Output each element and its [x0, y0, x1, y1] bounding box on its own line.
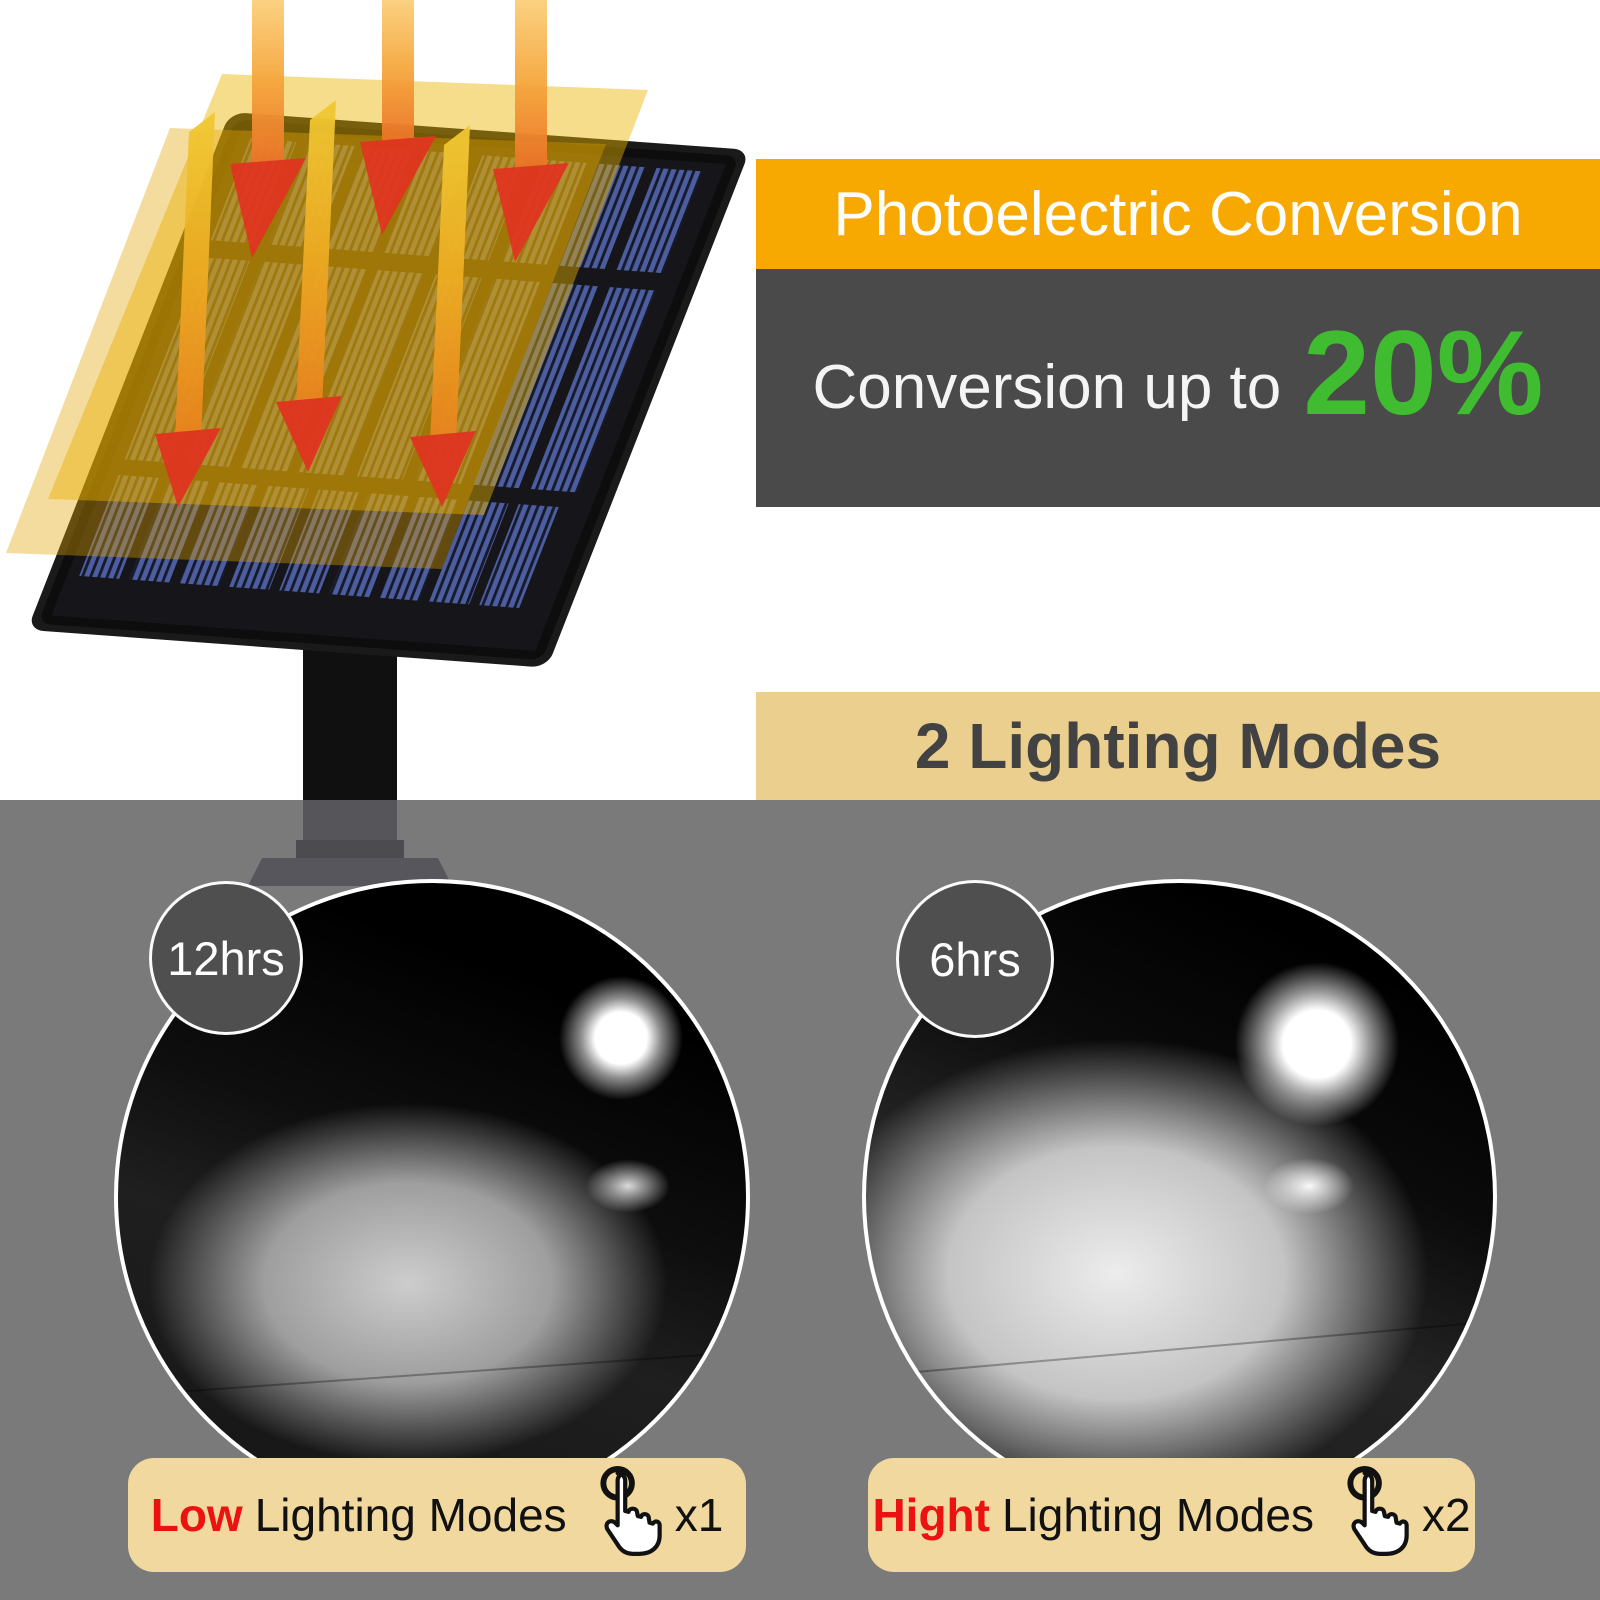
tap-count: x2	[1421, 1489, 1471, 1541]
cell-row-middle	[124, 257, 656, 493]
mode-label-low: Low Lighting Modes x1	[128, 1458, 746, 1572]
sunlight-arrow	[493, 0, 569, 262]
tap-hand-icon	[1347, 1466, 1409, 1556]
mode-name: Low	[150, 1489, 243, 1541]
conversion-text: Conversion up to	[812, 353, 1282, 422]
sunlight-arrow	[410, 125, 476, 507]
duration-badge-high: 6hrs	[896, 880, 1054, 1038]
floor-seam	[118, 1346, 746, 1402]
conversion-percent: 20%	[1303, 306, 1544, 440]
floor-seam	[866, 1314, 1493, 1383]
photoelectric-banner: Photoelectric Conversion	[756, 159, 1600, 269]
mode-label-high: Hight Lighting Modes x2	[868, 1458, 1475, 1572]
sunlight-arrow	[155, 112, 221, 507]
conversion-band: Conversion up to 20%	[756, 269, 1600, 507]
cell-row-bottom	[79, 474, 559, 609]
tap-hand-icon	[600, 1466, 662, 1556]
photoelectric-title: Photoelectric Conversion	[833, 179, 1523, 249]
duration-badge-low: 12hrs	[149, 881, 303, 1035]
lighting-modes-banner: 2 Lighting Modes	[756, 692, 1600, 800]
tap-count: x1	[674, 1489, 724, 1541]
mode-label-text: Lighting Modes	[254, 1489, 567, 1541]
lighting-modes-title: 2 Lighting Modes	[914, 710, 1442, 782]
solar-panel	[31, 113, 746, 667]
sunlight-arrow	[230, 0, 306, 258]
duration-text: 6hrs	[929, 932, 1021, 986]
sunlight-arrow	[360, 0, 436, 235]
mode-name: Hight	[872, 1489, 990, 1541]
mode-label-text: Lighting Modes	[1001, 1489, 1314, 1541]
duration-text: 12hrs	[167, 931, 285, 985]
sunlight-arrow	[276, 100, 342, 472]
